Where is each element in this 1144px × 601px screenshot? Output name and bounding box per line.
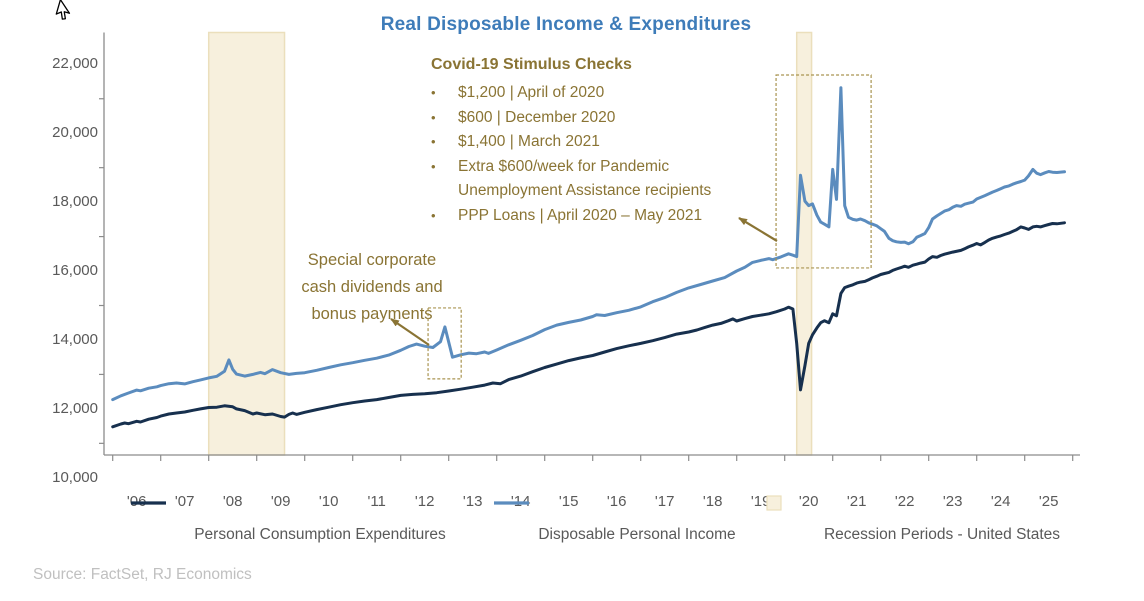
- x-axis-label: '14: [510, 493, 531, 510]
- recession-band: [795, 31, 813, 456]
- stimulus-bullet-item: • PPP Loans | April 2020 – May 2021: [431, 204, 761, 229]
- x-axis-label: '10: [318, 493, 339, 510]
- source-note: Source: FactSet, RJ Economics: [33, 566, 252, 583]
- stimulus-bullet-text: $1,400 | March 2021: [458, 133, 600, 150]
- x-axis-label: '11: [367, 493, 386, 510]
- bullet-icon: •: [431, 109, 436, 125]
- y-axis-label: 12,000: [52, 399, 98, 417]
- y-axis-label: 10,000: [52, 468, 98, 486]
- y-axis-label: 16,000: [52, 262, 98, 279]
- x-axis-label: '06: [126, 493, 147, 510]
- callout-box: [775, 74, 872, 269]
- stimulus-bullet-item: • $600 | December 2020: [431, 106, 761, 131]
- x-axis-label: '07: [174, 493, 195, 510]
- x-axis-label: '09: [270, 493, 291, 510]
- x-axis-label: '22: [894, 493, 915, 510]
- stimulus-bullet-text: PPP Loans | April 2020 – May 2021: [458, 206, 703, 224]
- y-axis-label: 20,000: [52, 124, 98, 142]
- x-axis-label: '17: [654, 493, 675, 510]
- stimulus-bullet-item: • $1,200 | April of 2020: [431, 81, 761, 106]
- x-axis-label: '19: [750, 493, 771, 510]
- legend-label-dpi: Disposable Personal Income: [538, 526, 736, 543]
- bullet-icon: •: [431, 85, 436, 100]
- x-axis-label: '15: [558, 493, 579, 510]
- stimulus-annotation-list: • $1,200 | April of 2020 • $600 | December …: [431, 81, 761, 228]
- y-axis-label: 14,000: [52, 331, 98, 348]
- x-axis-label: '21: [846, 493, 867, 510]
- mouse-cursor-icon: [55, 0, 71, 20]
- stimulus-annotation: Covid-19 Stimulus Checks • $1,200 | April…: [431, 56, 761, 228]
- x-axis-label: '13: [462, 493, 483, 510]
- x-axis-label: '24: [990, 493, 1011, 510]
- stimulus-bullet-text: Extra $600/week for Pandemic Unemploymen…: [458, 157, 712, 200]
- stimulus-bullet-item: • $1,400 | March 2021: [431, 130, 761, 155]
- chart-title: Real Disposable Income & Expenditures: [380, 14, 752, 35]
- x-axis-label: '20: [798, 493, 819, 510]
- legend-label-pce: Personal Consumption Expenditures: [194, 526, 446, 543]
- legend-label-recession: Recession Periods - United States: [823, 526, 1061, 543]
- bullet-icon: •: [431, 134, 436, 149]
- x-axis-label: '25: [1038, 493, 1059, 510]
- x-axis-label: '18: [702, 493, 723, 510]
- bullet-icon: •: [431, 158, 436, 174]
- stimulus-bullet-text: $1,200 | April of 2020: [458, 84, 605, 101]
- stimulus-bullet-text: $600 | December 2020: [458, 108, 616, 126]
- y-axis-label: 22,000: [52, 55, 98, 73]
- stimulus-bullet-item: • Extra $600/week for Pandemic Unemployme…: [431, 155, 761, 204]
- x-axis-label: '23: [942, 493, 963, 510]
- x-axis-label: '16: [606, 493, 627, 510]
- y-axis-label: 18,000: [52, 193, 98, 211]
- x-axis-label: '12: [414, 493, 435, 510]
- stimulus-annotation-heading: Covid-19 Stimulus Checks: [431, 56, 632, 73]
- dividends-annotation: Special corporate cash dividends and bon…: [301, 251, 443, 323]
- recession-band: [207, 31, 286, 456]
- x-axis-label: '08: [222, 493, 243, 510]
- bullet-icon: •: [431, 207, 436, 223]
